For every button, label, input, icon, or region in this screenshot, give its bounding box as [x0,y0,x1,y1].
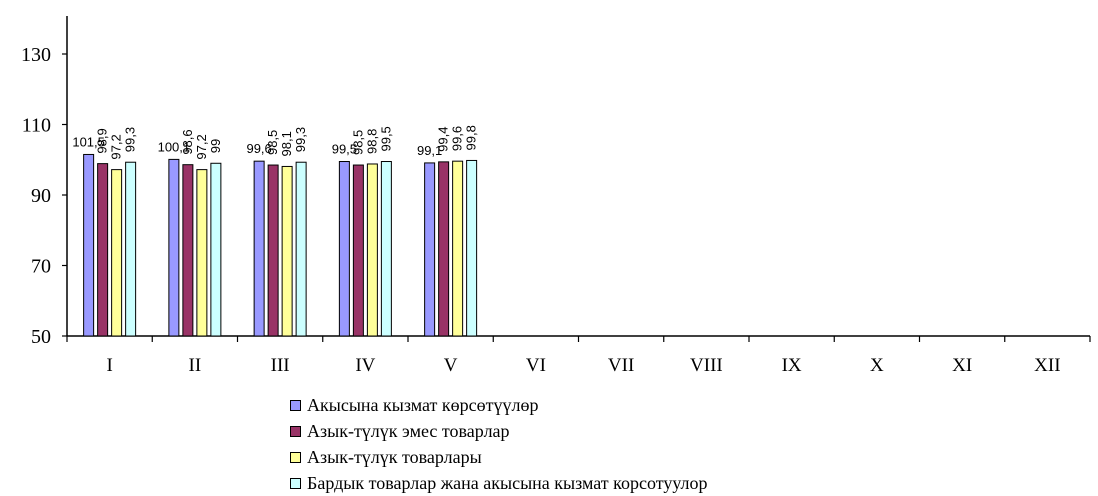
bar [338,161,350,337]
data-label: 98,5 [350,130,365,155]
chart-legend: Акысына кызмат көрсөтүүлөр Азык-түлүк эм… [290,392,708,496]
bar [380,161,392,337]
bar [466,159,478,337]
bar [295,161,307,337]
bar [111,169,123,337]
x-tick-label: III [271,355,290,376]
x-tick-label: X [870,355,884,376]
legend-swatch-paid-services [290,399,301,411]
data-label: 100,1 [158,139,191,154]
data-label: 97,2 [194,134,209,159]
bar [366,163,378,337]
data-label: 99,5 [378,126,393,151]
x-tick-label: VI [526,355,546,376]
data-label: 98,5 [265,130,280,155]
x-tick-label: IV [355,355,375,376]
data-label: 99,1 [417,143,442,158]
x-tick-label: I [106,355,112,376]
bar [125,161,137,337]
data-label: 99,8 [464,125,479,150]
y-tick-label: 70 [31,256,51,278]
data-label: 99,3 [123,127,138,152]
bar [424,162,436,337]
x-tick-label: VIII [690,355,723,376]
legend-swatch-food-goods [290,451,301,463]
data-label: 99,6 [450,126,465,151]
x-tick-label: XII [1034,355,1060,376]
legend-label-all-goods-services: Бардык товарлар жана акысына кызмат корс… [307,472,708,493]
data-label: 98,1 [279,131,294,156]
bar [210,162,222,337]
data-label: 98,9 [95,128,110,153]
bar [196,169,208,337]
data-label: 98,8 [364,129,379,154]
legend-swatch-non-food-goods [290,425,301,437]
legend-label-paid-services: Акысына кызмат көрсөтүүлөр [307,394,539,415]
data-label: 99 [208,139,223,153]
legend-swatch-all-goods-services [290,477,301,489]
bar [168,158,180,337]
data-label: 99,6 [246,141,271,156]
legend-item-all-goods-services: Бардык товарлар жана акысына кызмат корс… [290,470,708,496]
legend-item-paid-services: Акысына кызмат көрсөтүүлөр [290,392,708,418]
data-label: 97,2 [109,134,124,159]
legend-item-food-goods: Азык-түлүк товарлары [290,444,708,470]
y-tick-label: 90 [31,185,51,207]
x-tick-label: IX [782,355,802,376]
bar [281,165,293,337]
x-tick-label: V [444,355,458,376]
data-label: 99,3 [293,127,308,152]
y-tick-label: 50 [31,326,51,348]
data-label: 101,5 [72,134,105,149]
data-label: 99,4 [436,127,451,152]
y-tick-label: 110 [22,115,51,137]
legend-label-food-goods: Азык-түлүк товарлары [307,446,482,467]
legend-item-non-food-goods: Азык-түлүк эмес товарлар [290,418,708,444]
data-label: 99,5 [332,142,357,157]
bar [253,160,265,337]
legend-label-non-food-goods: Азык-түлүк эмес товарлар [307,420,510,441]
y-tick-label: 130 [21,44,51,66]
bar [352,164,364,337]
x-tick-label: VII [608,355,634,376]
bar [267,164,279,337]
x-tick-label: XI [952,355,972,376]
x-tick-label: II [189,355,202,376]
bar [438,161,450,337]
bar [83,153,95,337]
data-label: 98,6 [180,129,195,154]
bar [97,163,109,337]
bar [452,160,464,337]
bar [182,164,194,337]
